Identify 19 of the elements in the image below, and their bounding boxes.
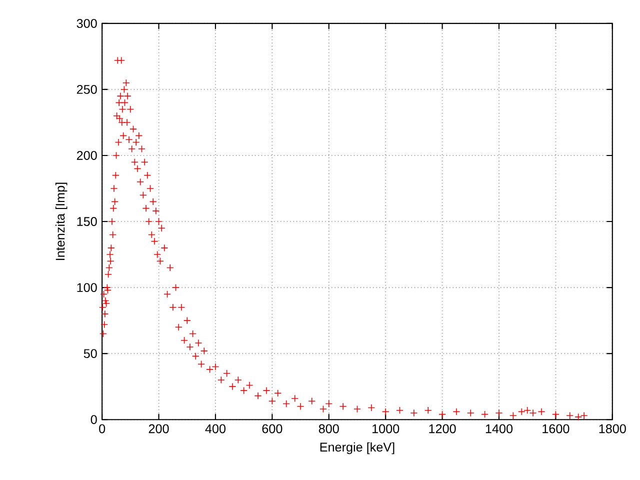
x-tick-label: 1600 [542, 424, 570, 434]
x-tick-label: 400 [205, 424, 226, 434]
y-axis-title: Intenzita [Imp] [55, 182, 68, 260]
y-tick-label: 250 [76, 84, 97, 94]
x-tick-label: 800 [318, 424, 339, 434]
x-tick-label: 0 [99, 424, 106, 434]
x-tick-label: 1800 [599, 424, 626, 434]
x-tick-label: 200 [148, 424, 169, 434]
y-tick-label: 50 [84, 349, 97, 358]
y-tick-label: 150 [77, 217, 97, 226]
x-tick-label: 1200 [429, 424, 456, 434]
y-tick-label: 200 [76, 150, 97, 160]
x-tick-label: 600 [262, 424, 282, 434]
y-tick-label: 300 [76, 18, 97, 28]
x-tick-label: 1000 [372, 424, 400, 434]
x-axis-title: Energie [keV] [320, 442, 394, 454]
y-tick-label: 0 [90, 415, 97, 424]
y-tick-label: 100 [77, 283, 97, 292]
x-tick-label: 1400 [486, 424, 513, 434]
